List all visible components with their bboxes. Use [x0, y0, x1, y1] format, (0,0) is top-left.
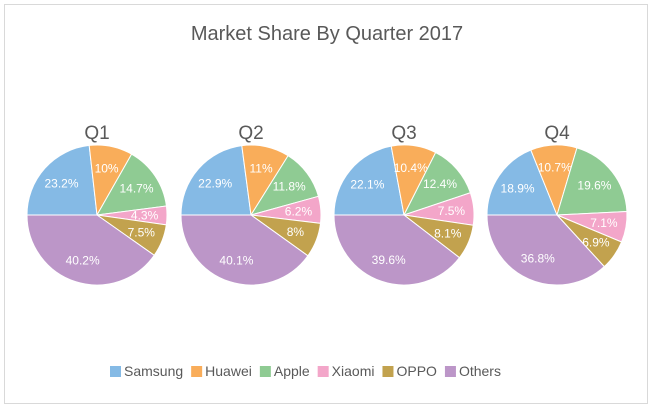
data-label-others-q4: 36.8% [521, 252, 555, 266]
legend-label-oppo[interactable]: OPPO [396, 363, 437, 379]
pie-title-q3: Q3 [391, 123, 416, 144]
chart-frame [4, 4, 648, 404]
slice-others-q2[interactable] [180, 214, 309, 286]
data-label-apple-q3: 12.4% [423, 177, 457, 191]
legend-label-samsung[interactable]: Samsung [124, 363, 183, 379]
pie-title-q4: Q4 [544, 123, 570, 144]
data-label-oppo-q2: 8% [287, 225, 305, 239]
slice-others-q3[interactable] [333, 214, 461, 286]
slice-samsung-q4[interactable] [486, 149, 558, 216]
data-label-huawei-q1: 10% [95, 161, 119, 175]
data-label-oppo-q4: 6.9% [582, 235, 610, 249]
legend-label-others[interactable]: Others [459, 363, 501, 379]
legend-swatch-samsung [110, 366, 121, 377]
slice-apple-q4[interactable] [556, 147, 628, 216]
legend-label-apple[interactable]: Apple [274, 363, 310, 379]
data-label-samsung-q4: 18.9% [501, 181, 535, 195]
slice-samsung-q1[interactable] [26, 144, 98, 216]
legend-swatch-oppo [382, 366, 394, 377]
data-label-apple-q1: 14.7% [120, 181, 154, 195]
data-label-others-q2: 40.1% [219, 253, 253, 267]
slice-others-q1[interactable] [26, 214, 155, 286]
legend-swatch-huawei [191, 366, 203, 377]
pie-title-q1: Q1 [84, 123, 109, 144]
data-label-xiaomi-q1: 4.3% [131, 208, 159, 222]
pie-title-q2: Q2 [238, 123, 263, 144]
data-label-apple-q2: 11.8% [273, 180, 306, 194]
data-label-xiaomi-q4: 7.1% [590, 216, 618, 230]
data-label-xiaomi-q2: 6.2% [285, 204, 313, 218]
slice-apple-q1[interactable] [96, 153, 167, 216]
chart-title: Market Share By Quarter 2017 [191, 23, 463, 45]
legend-label-huawei[interactable]: Huawei [205, 363, 252, 379]
slice-others-q4[interactable] [486, 214, 605, 286]
data-label-samsung-q3: 22.1% [350, 178, 384, 192]
data-label-huawei-q2: 11% [250, 161, 273, 175]
data-label-samsung-q1: 23.2% [45, 176, 79, 190]
data-label-others-q3: 39.6% [372, 253, 406, 267]
slice-samsung-q3[interactable] [333, 145, 405, 216]
legend-swatch-others [444, 366, 456, 377]
data-label-samsung-q2: 22.9% [198, 177, 232, 191]
data-label-apple-q4: 19.6% [577, 179, 611, 193]
data-label-oppo-q3: 8.1% [434, 227, 462, 241]
data-label-others-q1: 40.2% [66, 253, 100, 267]
data-label-huawei-q4: 10.7% [538, 160, 572, 174]
legend-swatch-xiaomi [317, 366, 329, 377]
slice-samsung-q2[interactable] [180, 145, 252, 216]
data-label-xiaomi-q3: 7.5% [438, 204, 466, 218]
data-label-oppo-q1: 7.5% [128, 226, 156, 240]
data-label-huawei-q3: 10.4% [394, 161, 428, 175]
legend-swatch-apple [259, 366, 271, 377]
legend-label-xiaomi[interactable]: Xiaomi [332, 363, 375, 379]
